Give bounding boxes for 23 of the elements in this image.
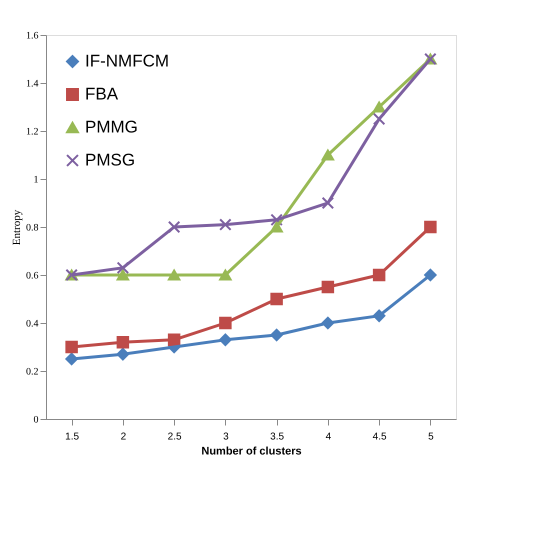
y-axis-title: Entropy	[11, 209, 23, 246]
legend-label: IF-NMFCM	[85, 52, 170, 70]
x-tick-label: 2	[120, 432, 127, 442]
legend-label: PMMG	[85, 118, 138, 136]
y-tick-label: 1	[34, 174, 38, 186]
legend-label: PMSG	[85, 150, 136, 170]
y-tick-label: 1.4	[26, 78, 38, 90]
x-tick-label: 5	[428, 432, 434, 442]
y-tick-label: 0.6	[26, 270, 38, 282]
y-tick-label: 0	[34, 414, 38, 426]
y-tick-label: 0.2	[26, 366, 38, 378]
y-tick-label: 0.4	[26, 318, 38, 330]
x-tick-label: 3	[223, 432, 230, 442]
x-axis-title: Number of clusters	[201, 446, 302, 458]
y-tick-label: 1.6	[26, 30, 38, 42]
x-tick-label: 1.5	[65, 432, 80, 442]
y-tick-label: 0.8	[26, 222, 38, 234]
x-tick-label: 4	[326, 432, 332, 442]
x-tick-label: 3.5	[270, 432, 285, 442]
x-tick-label: 2.5	[168, 432, 182, 442]
legend-label: FBA	[85, 84, 119, 104]
y-tick-label: 1.2	[26, 126, 38, 138]
x-tick-label: 4.5	[372, 432, 388, 442]
